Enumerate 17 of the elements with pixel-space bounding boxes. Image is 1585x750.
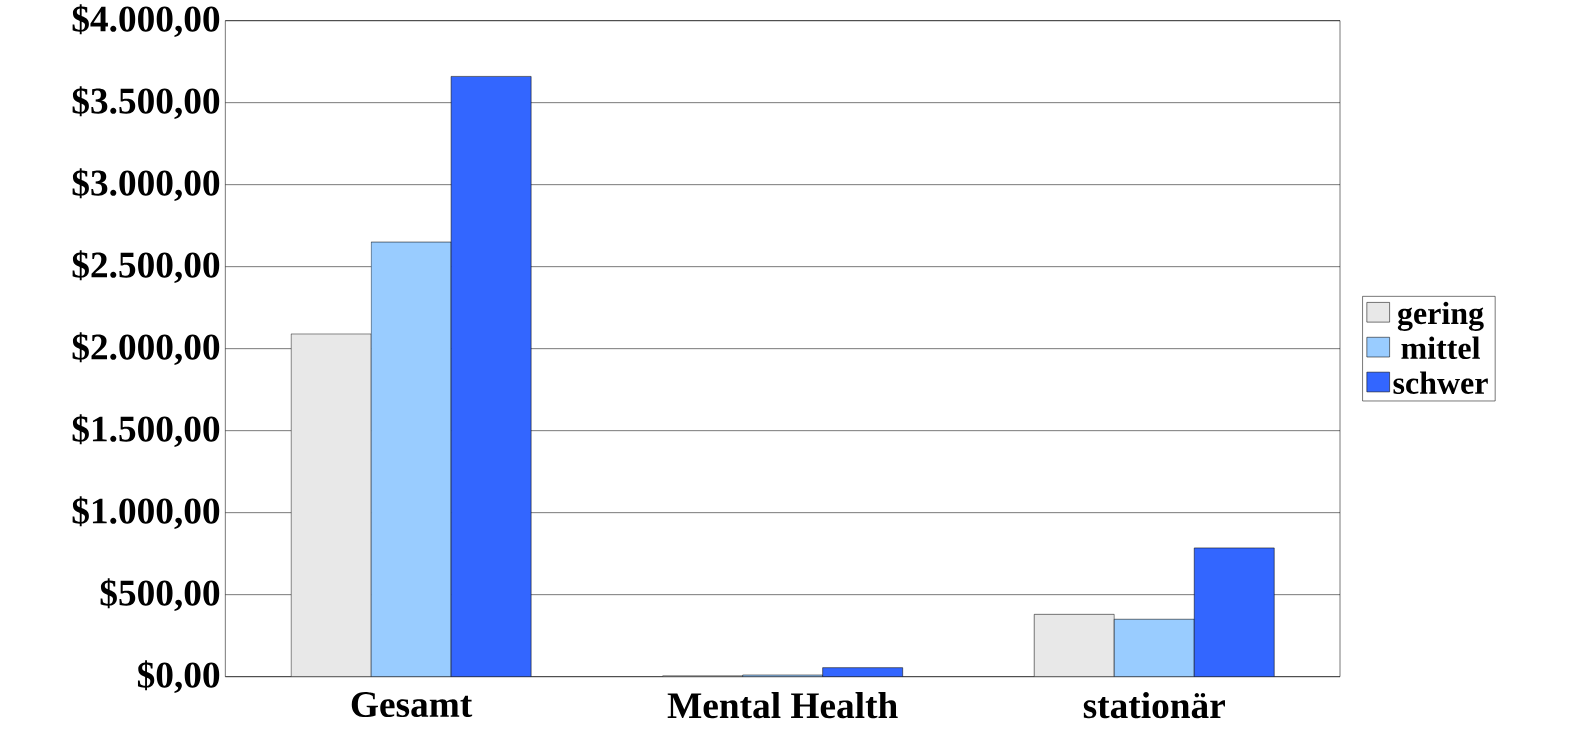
- y-tick-label: $4.000,00: [72, 4, 220, 38]
- legend-label: schwer: [1393, 371, 1488, 394]
- y-tick-label: $1.000,00: [72, 496, 220, 530]
- y-tick-label: $2.000,00: [72, 332, 220, 366]
- y-tick-label: $3.000,00: [72, 168, 220, 202]
- x-tick-label: Gesamt: [351, 692, 473, 718]
- x-tick-label: stationär: [1083, 692, 1225, 719]
- bar: [1193, 547, 1275, 677]
- y-tick-label: $3.500,00: [72, 86, 220, 120]
- legend-label: mittel: [1401, 336, 1480, 360]
- y-tick-label: $1.500,00: [72, 414, 220, 448]
- y-tick-label: $2.500,00: [72, 250, 220, 284]
- legend-label: gering: [1397, 301, 1484, 331]
- bar: [450, 76, 532, 677]
- y-tick-label: $500,00: [100, 578, 220, 612]
- y-tick-label: $0,00: [137, 660, 220, 694]
- x-tick-label: Mental Health: [667, 692, 898, 719]
